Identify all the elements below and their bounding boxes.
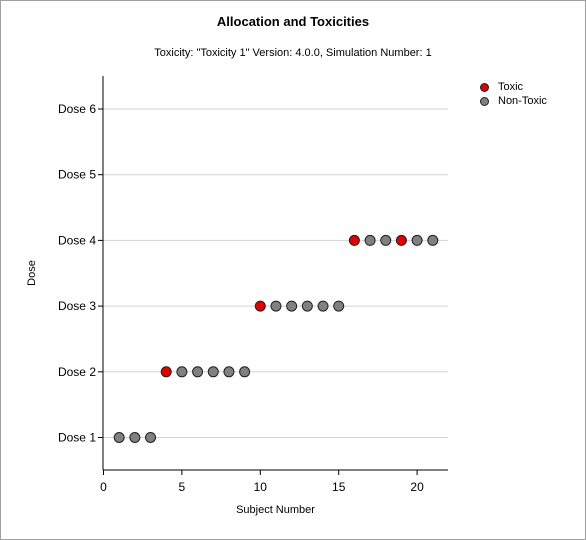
point-non-toxic (380, 234, 392, 246)
point-toxic (160, 366, 172, 378)
y-tick-label: Dose 3 (58, 299, 96, 313)
point-non-toxic (427, 234, 439, 246)
legend-label-toxic: Toxic (498, 81, 524, 93)
y-tick-label: Dose 1 (58, 431, 96, 445)
point-non-toxic (333, 300, 345, 312)
y-tick-label: Dose 6 (58, 102, 96, 116)
point-non-toxic (301, 300, 313, 312)
point-non-toxic (317, 300, 329, 312)
point-toxic (254, 300, 266, 312)
legend-item-non-toxic: Non-Toxic (480, 94, 547, 108)
legend-label-non-toxic: Non-Toxic (498, 95, 547, 107)
point-non-toxic (207, 366, 219, 378)
x-axis-label: Subject Number (236, 504, 315, 516)
chart-subtitle: Toxicity: "Toxicity 1" Version: 4.0.0, S… (154, 47, 432, 59)
legend-marker-toxic (480, 82, 489, 92)
point-toxic (395, 234, 407, 246)
y-tick-label: Dose 5 (58, 168, 96, 182)
x-tick-label: 10 (254, 480, 268, 494)
y-tick-label: Dose 4 (58, 233, 96, 247)
legend-marker-non-toxic (480, 96, 489, 106)
point-non-toxic (286, 300, 298, 312)
x-tick-label: 0 (100, 480, 107, 494)
point-non-toxic (113, 432, 125, 443)
legend-item-toxic: Toxic (480, 80, 547, 94)
chart-title: Allocation and Toxicities (216, 14, 370, 29)
point-non-toxic (192, 366, 204, 378)
point-non-toxic (145, 432, 157, 443)
point-non-toxic (239, 366, 251, 378)
point-non-toxic (223, 366, 235, 378)
point-toxic (348, 234, 360, 246)
point-non-toxic (364, 234, 376, 246)
y-tick-label: Dose 2 (58, 365, 96, 379)
x-tick-label: 15 (332, 480, 346, 494)
x-tick-label: 5 (179, 480, 186, 494)
x-tick-label: 20 (410, 480, 424, 494)
point-non-toxic (129, 432, 141, 443)
point-non-toxic (176, 366, 188, 378)
point-non-toxic (270, 300, 282, 312)
legend: Toxic Non-Toxic (480, 80, 547, 108)
point-non-toxic (411, 234, 423, 246)
